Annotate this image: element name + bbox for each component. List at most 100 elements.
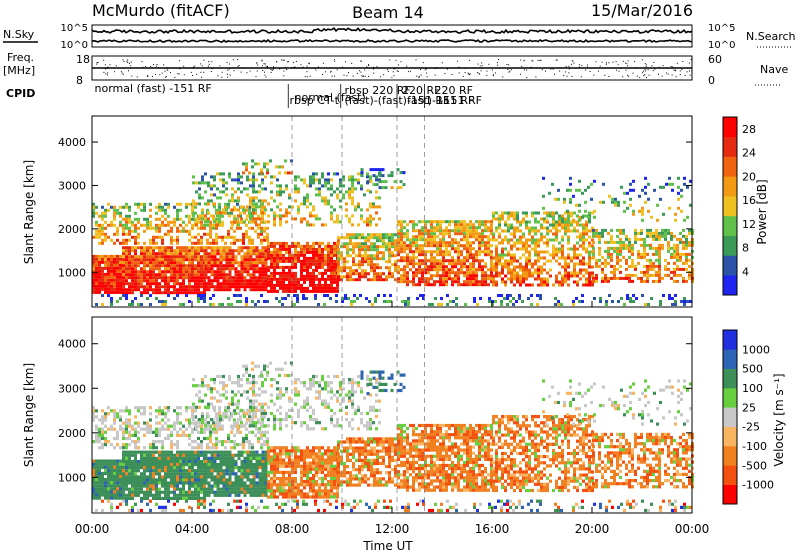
- velocity-cell: [167, 481, 170, 485]
- power-cell: [266, 300, 269, 303]
- power-cell: [200, 246, 203, 250]
- power-cell: [270, 289, 273, 293]
- power-cell: [361, 254, 364, 258]
- power-cell: [297, 205, 300, 209]
- power-cell: [530, 294, 533, 297]
- power-cell: [237, 279, 241, 283]
- velocity-cell: [170, 453, 173, 457]
- power-cell: [128, 229, 131, 233]
- velocity-cell: [134, 450, 137, 454]
- power-cell: [490, 271, 493, 275]
- power-cell: [537, 241, 540, 245]
- power-cell: [170, 255, 173, 259]
- power-cell: [463, 238, 466, 242]
- power-cell: [466, 283, 469, 287]
- power-cell: [282, 274, 285, 278]
- power-cell: [327, 277, 330, 281]
- power-cell: [306, 265, 309, 269]
- power-cell: [146, 255, 149, 259]
- power-cell: [498, 232, 501, 236]
- power-cell: [231, 208, 234, 212]
- power-cell: [327, 187, 330, 191]
- velocity-cell: [234, 463, 238, 467]
- power-cell: [604, 279, 607, 283]
- power-cell: [95, 205, 98, 209]
- velocity-cell: [125, 481, 128, 485]
- velocity-cell: [149, 478, 152, 482]
- velocity-cell: [273, 461, 276, 465]
- power-cell: [287, 294, 290, 297]
- power-cell: [309, 256, 312, 260]
- power-cell: [460, 220, 463, 224]
- power-cell: [116, 263, 119, 267]
- power-cell: [472, 268, 475, 272]
- power-cell: [430, 259, 433, 263]
- power-cell: [273, 175, 276, 179]
- power-cell: [519, 265, 522, 269]
- velocity-cell: [273, 470, 276, 474]
- velocity-cell: [264, 478, 268, 482]
- power-cell: [397, 238, 400, 242]
- velocity-cell: [194, 453, 197, 457]
- velocity-cell: [270, 486, 273, 490]
- power-cell: [209, 232, 212, 236]
- power-cell: [492, 256, 495, 260]
- power-cell: [170, 270, 173, 274]
- power-cell: [149, 220, 152, 224]
- power-cell: [128, 285, 131, 289]
- power-cell: [475, 235, 478, 239]
- power-cell: [369, 202, 372, 206]
- power-cell: [582, 232, 585, 236]
- velocity-cell: [194, 493, 197, 497]
- velocity-cell: [261, 469, 265, 473]
- power-cell: [207, 181, 210, 185]
- power-cell: [685, 252, 688, 256]
- velocity-cell: [276, 464, 279, 468]
- power-cell: [534, 271, 537, 275]
- power-cell: [340, 278, 343, 282]
- power-cell: [269, 159, 272, 163]
- velocity-cell: [222, 450, 226, 454]
- velocity-cell: [131, 463, 134, 467]
- power-cell: [233, 241, 236, 245]
- power-cell: [137, 273, 140, 277]
- velocity-cell: [267, 455, 270, 459]
- power-cell: [599, 200, 602, 204]
- power-cell: [122, 255, 125, 259]
- velocity-cell: [92, 484, 95, 488]
- power-cell: [318, 181, 321, 185]
- power-cell: [245, 162, 248, 166]
- power-cell: [445, 244, 448, 248]
- power-cell: [655, 237, 658, 241]
- velocity-cell: [128, 496, 131, 500]
- power-cell: [164, 291, 167, 295]
- power-cell: [607, 249, 610, 253]
- power-cell: [200, 270, 203, 274]
- power-cell: [436, 268, 439, 272]
- power-cell: [237, 285, 241, 289]
- power-cell: [239, 226, 242, 230]
- velocity-cell: [222, 478, 226, 482]
- power-cell: [665, 182, 668, 186]
- power-cell: [261, 273, 265, 277]
- power-cell: [555, 253, 558, 257]
- power-cell: [318, 250, 321, 254]
- power-cell: [200, 273, 203, 277]
- power-cell: [257, 232, 260, 236]
- power-cell: [581, 294, 584, 297]
- power-cell: [613, 249, 616, 253]
- power-cell: [407, 297, 410, 300]
- power-cell: [167, 282, 170, 286]
- power-cell: [95, 266, 98, 270]
- power-cell: [170, 267, 173, 271]
- power-cell: [282, 259, 285, 263]
- power-cell: [222, 282, 226, 286]
- power-cell: [516, 271, 519, 275]
- power-cell: [158, 264, 161, 268]
- power-cell: [324, 223, 327, 227]
- power-cell: [188, 285, 191, 289]
- power-cell: [219, 264, 223, 268]
- velocity-cell: [119, 468, 122, 472]
- power-cell: [125, 291, 128, 295]
